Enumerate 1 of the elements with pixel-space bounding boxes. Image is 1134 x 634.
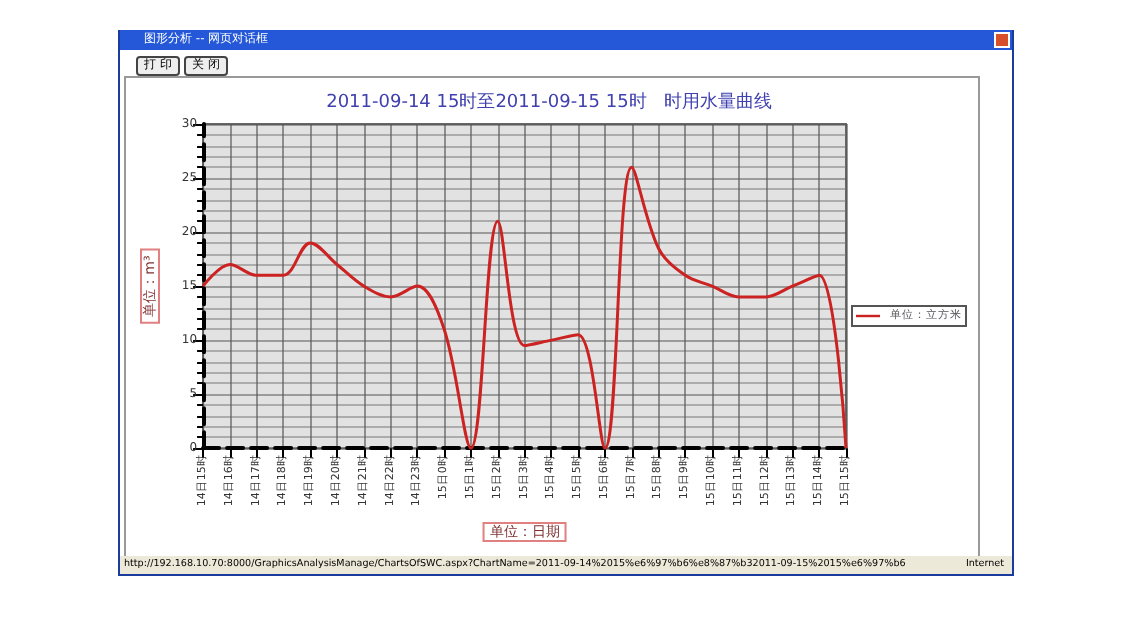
chart-title: 2011-09-14 15时至2011-09-15 15时 时用水量曲线 [326,91,772,113]
